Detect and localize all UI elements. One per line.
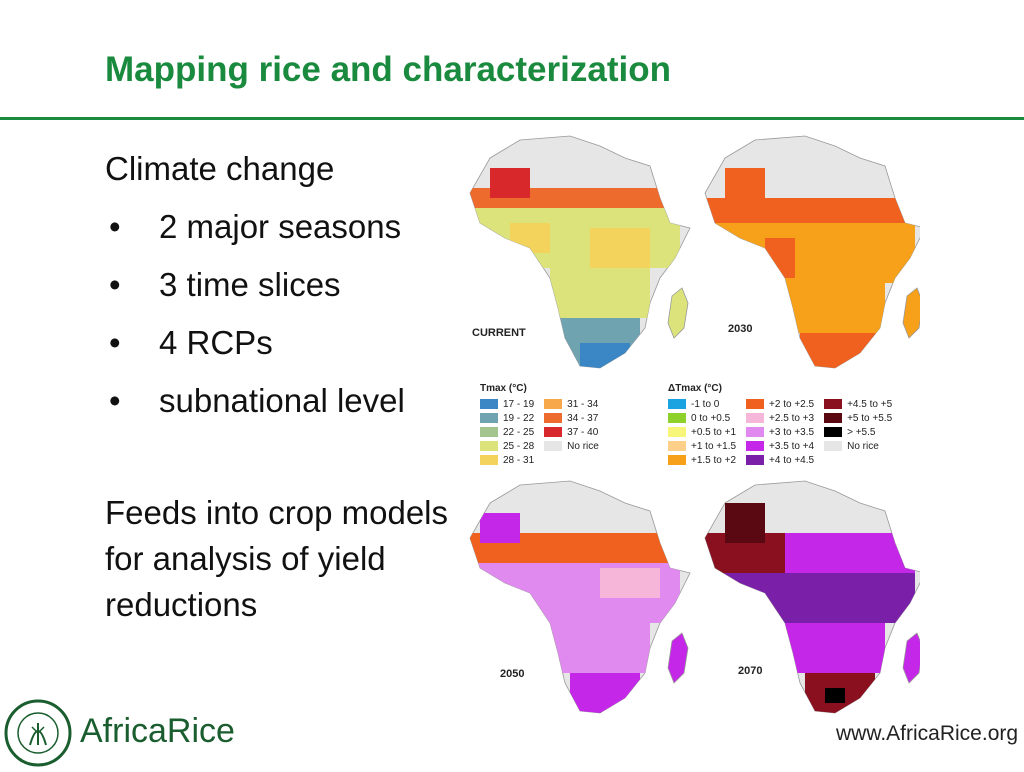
legend-label: 34 - 37 xyxy=(567,412,599,424)
legend-swatch xyxy=(480,455,498,465)
legend-label: No rice xyxy=(847,440,879,452)
website-url: www.AfricaRice.org xyxy=(836,722,1019,745)
legend-label: +1 to +1.5 xyxy=(691,440,737,452)
legend-tmax-title: Tmax (°C) xyxy=(480,383,527,394)
legend-item: 28 - 31 xyxy=(480,453,534,467)
legend-swatch xyxy=(544,441,563,451)
legend-item: +0.5 to +1 xyxy=(668,425,736,439)
legend-item: +2.5 to +3 xyxy=(746,411,814,425)
legend-item: 34 - 37 xyxy=(544,411,599,425)
bullet-item: • 2 major seasons xyxy=(109,208,402,245)
africarice-logo xyxy=(2,697,232,767)
map-label-2070: 2070 xyxy=(738,665,763,677)
feeds-text: Feeds into crop models for analysis of y… xyxy=(105,494,449,623)
legend-swatch xyxy=(668,427,686,437)
legend-swatch xyxy=(480,441,498,451)
map-label-2030: 2030 xyxy=(728,323,753,335)
legend-swatch xyxy=(668,413,686,423)
legend-swatch xyxy=(480,427,498,437)
bullet-list: Climate change • 2 major seasons • 3 time … xyxy=(105,140,405,430)
legend-item: -1 to 0 xyxy=(668,397,736,411)
legend-label: +4 to +4.5 xyxy=(769,454,815,466)
title-divider xyxy=(0,117,1024,120)
legend-label: +1.5 to +2 xyxy=(691,454,737,466)
legend-swatch xyxy=(668,455,686,465)
map-label-current: CURRENT xyxy=(472,327,526,339)
legend-label: No rice xyxy=(567,440,599,452)
slide-title: Mapping rice and characterization xyxy=(105,50,671,89)
legend-swatch xyxy=(824,413,843,423)
legend-swatch xyxy=(544,413,563,423)
legend-swatch xyxy=(746,455,765,465)
legend-item: 19 - 22 xyxy=(480,411,534,425)
legend-item: +1.5 to +2 xyxy=(668,453,736,467)
legend-label: +0.5 to +1 xyxy=(691,426,737,438)
climate-heading: Climate change xyxy=(105,150,335,187)
legend-swatch xyxy=(480,413,498,423)
legend-item: 0 to +0.5 xyxy=(668,411,736,425)
map-2070 xyxy=(704,480,926,714)
legend-item: No rice xyxy=(544,439,599,453)
bullet-item: • 3 time slices xyxy=(109,266,341,303)
legend-item: 17 - 19 xyxy=(480,397,534,411)
legend-label: +2.5 to +3 xyxy=(769,412,815,424)
legend-swatch xyxy=(746,413,765,423)
legend-label: +3 to +3.5 xyxy=(769,426,815,438)
legend-item: +4 to +4.5 xyxy=(746,453,814,467)
legend-label: 17 - 19 xyxy=(503,398,535,410)
legend-item: 22 - 25 xyxy=(480,425,534,439)
legend-label: -1 to 0 xyxy=(691,398,720,410)
legend-label: +3.5 to +4 xyxy=(769,440,815,452)
legend-item: No rice xyxy=(824,439,892,453)
legend-item: > +5.5 xyxy=(824,425,892,439)
legend-swatch xyxy=(746,441,765,451)
legend-item: 37 - 40 xyxy=(544,425,599,439)
legend-swatch xyxy=(668,399,686,409)
legend-label: 31 - 34 xyxy=(567,398,599,410)
legend-swatch xyxy=(746,427,765,437)
legend-tmax: Tmax (°C) 17 - 19 19 - 22 22 - 25 25 - 28 28… xyxy=(480,383,599,467)
legend-label: 0 to +0.5 xyxy=(691,412,731,424)
legend-swatch xyxy=(824,399,843,409)
legend-item: +5 to +5.5 xyxy=(824,411,892,425)
maps-panel: CURRENT 2030 2050 2070 Tmax (°C) 17 - 19… xyxy=(450,128,926,720)
legend-item: +3.5 to +4 xyxy=(746,439,814,453)
map-label-2050: 2050 xyxy=(500,668,525,680)
legend-label: 19 - 22 xyxy=(503,412,535,424)
africa-maps xyxy=(469,135,926,714)
legend-label: +2 to +2.5 xyxy=(769,398,815,410)
legend-label: 28 - 31 xyxy=(503,454,535,466)
legend-swatch xyxy=(544,427,563,437)
brand-wordmark: AfricaRice xyxy=(80,712,235,750)
legend-item: +3 to +3.5 xyxy=(746,425,814,439)
legend-item: +4.5 to +5 xyxy=(824,397,892,411)
legend-label: 37 - 40 xyxy=(567,426,599,438)
legend-label: 25 - 28 xyxy=(503,440,535,452)
legend-label: > +5.5 xyxy=(847,426,876,438)
legend-dtmax-title: ΔTmax (°C) xyxy=(668,383,722,394)
legend-swatch xyxy=(746,399,765,409)
legend-swatch xyxy=(544,399,563,409)
legend-item: 31 - 34 xyxy=(544,397,599,411)
legend-tmax-items: 17 - 19 19 - 22 22 - 25 25 - 28 28 - 31 31 - … xyxy=(480,397,599,467)
logo-seal-icon xyxy=(4,699,72,767)
legend-label: +5 to +5.5 xyxy=(847,412,893,424)
legend-dtmax-items: -1 to 0 0 to +0.5 +0.5 to +1 +1 to +1.5 +1.5… xyxy=(668,397,892,467)
bullet-item: • 4 RCPs xyxy=(109,324,273,361)
legend-dtmax: ΔTmax (°C) -1 to 0 0 to +0.5 +0.5 to +1 +1 … xyxy=(668,383,892,467)
legend-label: 22 - 25 xyxy=(503,426,535,438)
legend-swatch xyxy=(824,441,843,451)
legend-label: +4.5 to +5 xyxy=(847,398,893,410)
bullet-item: • subnational level xyxy=(109,382,405,419)
legend-item: 25 - 28 xyxy=(480,439,534,453)
legend-swatch xyxy=(480,399,498,409)
legend-item: +1 to +1.5 xyxy=(668,439,736,453)
legend-swatch xyxy=(824,427,843,437)
legend-item: +2 to +2.5 xyxy=(746,397,814,411)
legend-swatch xyxy=(668,441,686,451)
